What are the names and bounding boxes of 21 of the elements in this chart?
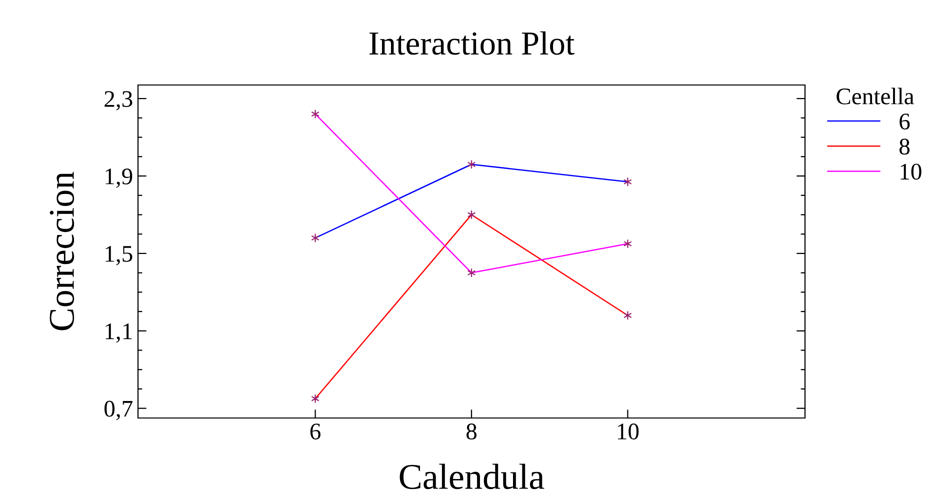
legend-label: 10 [900,164,922,180]
point [624,177,632,187]
x-tick-label: 8 [466,424,477,440]
x-axis-title: Calendula [400,464,544,490]
point [311,233,320,243]
legend-label: 8 [900,138,910,155]
y-tick-label: 1,1 [106,323,132,343]
chart-title: Interaction Plot [369,31,575,55]
x-tick-label: 10 [618,424,639,440]
y-tick-label: 0,7 [104,400,132,420]
point [311,109,320,119]
point [624,310,632,320]
y-tick-label: 1,5 [106,246,132,266]
legend-label: 6 [900,114,910,130]
y-tick-label: 1,9 [106,168,132,188]
x-tick-label: 6 [310,424,320,440]
point [624,239,632,248]
y-tick-label: 2,3 [104,91,132,110]
point [311,394,320,404]
y-axis-title: Correccion [50,172,74,330]
legend-title: Centella [836,88,914,104]
